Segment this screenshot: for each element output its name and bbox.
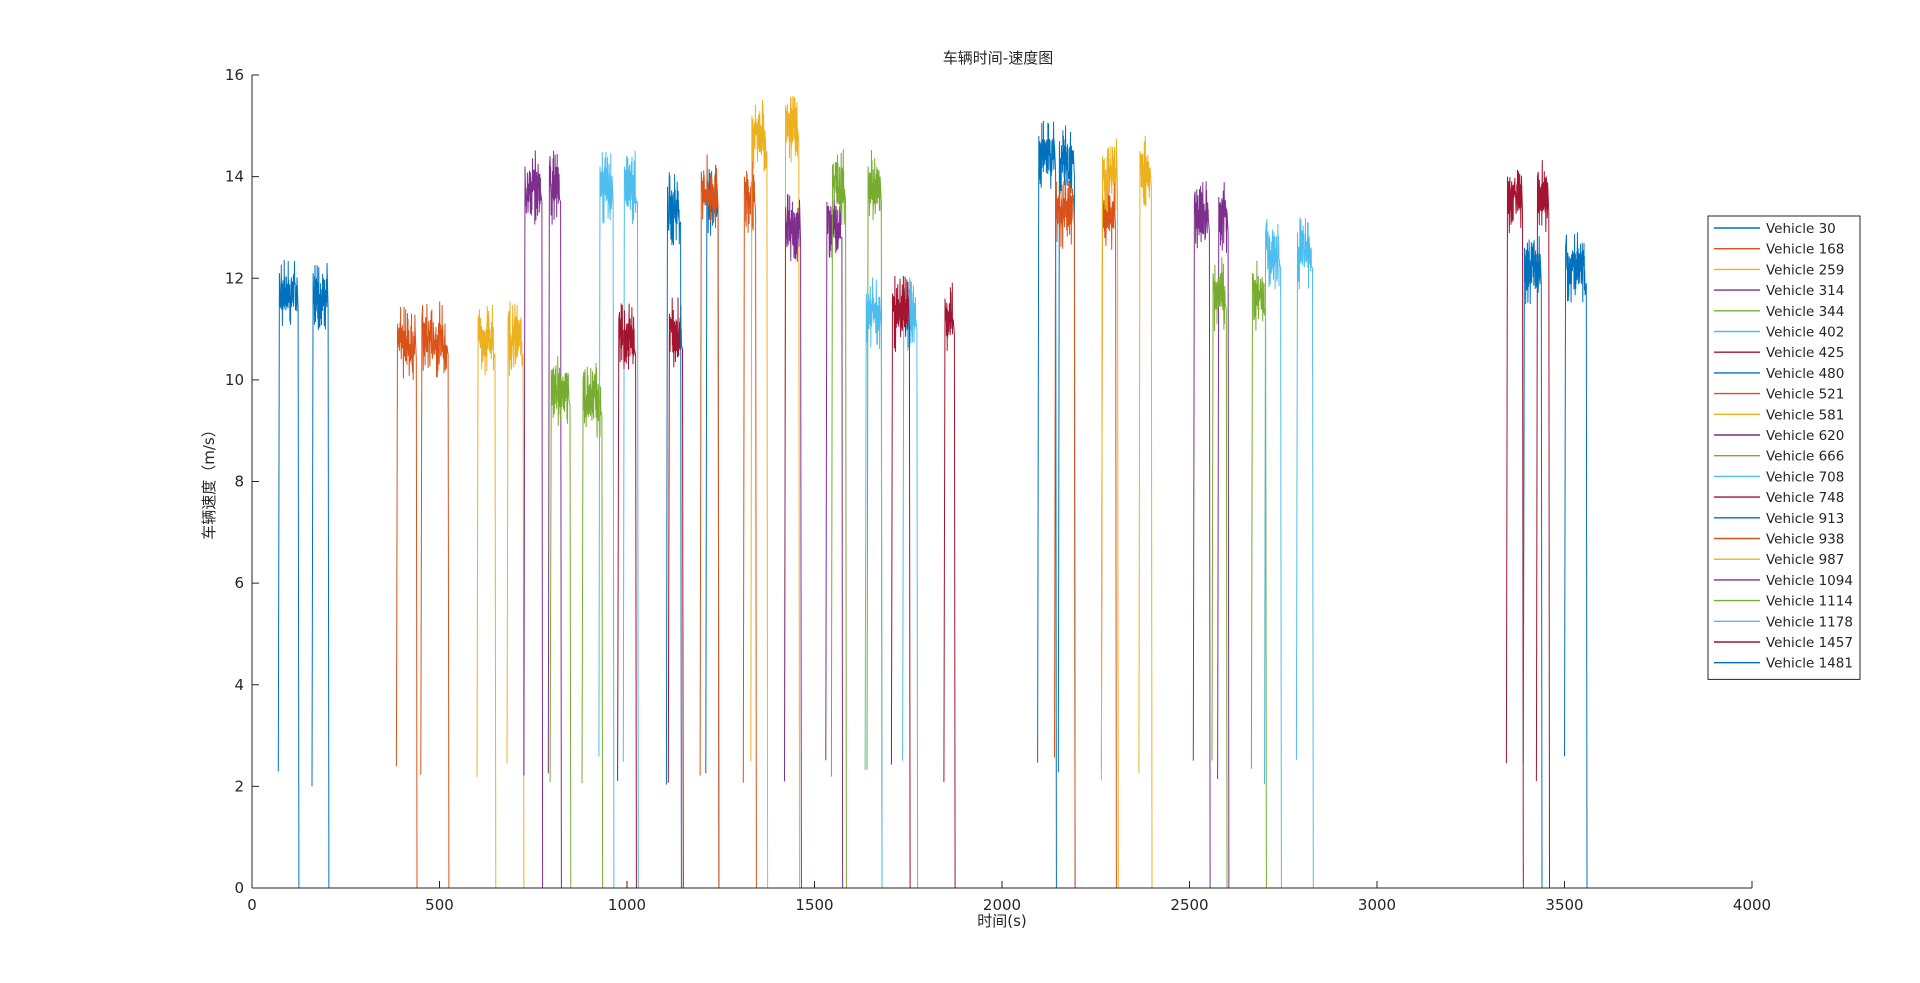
series-segment: [523, 150, 544, 889]
series-segment: [1564, 232, 1588, 889]
series-segment: [1100, 181, 1117, 889]
series-segment: [1211, 257, 1228, 889]
y-tick-label: 2: [234, 777, 244, 795]
series-segment: [506, 301, 525, 889]
legend-label: Vehicle 480: [1766, 366, 1844, 382]
series-segment: [1057, 125, 1076, 889]
legend-label: Vehicle 402: [1766, 325, 1844, 341]
legend-box: [1707, 215, 1861, 680]
legend-label: Vehicle 1481: [1766, 656, 1853, 672]
legend-label: Vehicle 314: [1766, 283, 1844, 299]
chart-title: 车辆时间-速度图: [943, 49, 1053, 67]
y-tick-label: 4: [234, 676, 244, 694]
series-segment: [1138, 135, 1153, 889]
x-tick-label: 1500: [795, 896, 833, 914]
legend-label: Vehicle 938: [1766, 532, 1844, 548]
x-tick-label: 2500: [1170, 896, 1208, 914]
series-segment: [622, 150, 639, 889]
series-segment: [784, 96, 800, 889]
y-tick-label: 14: [225, 168, 244, 186]
series-segment: [665, 172, 682, 889]
legend-label: Vehicle 1094: [1766, 573, 1853, 589]
legend: Vehicle 30 Vehicle 168 Vehicle 259 Vehicle …: [1707, 215, 1861, 680]
y-tick-label: 6: [234, 574, 244, 592]
series-segment: [311, 263, 330, 889]
series-segment: [943, 282, 956, 889]
y-tick-label: 16: [225, 66, 244, 84]
series-segment: [742, 160, 757, 889]
series-segment: [890, 275, 911, 889]
legend-label: Vehicle 1178: [1766, 614, 1853, 630]
y-tick-label: 8: [234, 473, 244, 491]
y-tick-label: 0: [234, 879, 244, 897]
y-tick-label: 10: [225, 371, 244, 389]
legend-label: Vehicle 666: [1766, 449, 1844, 465]
series-segment: [1100, 138, 1119, 889]
y-tick-label: 12: [225, 269, 244, 287]
legend-label: Vehicle 259: [1766, 262, 1844, 278]
legend-label: Vehicle 344: [1766, 304, 1844, 320]
legend-label: Vehicle 425: [1766, 345, 1844, 361]
x-tick-label: 3000: [1358, 896, 1396, 914]
x-tick-label: 2000: [983, 896, 1021, 914]
legend-label: Vehicle 581: [1766, 407, 1844, 423]
series-segment: [866, 149, 883, 889]
series-segment: [1037, 120, 1057, 889]
y-axis-label: 车辆速度（m/s）: [200, 422, 218, 539]
series-segment: [476, 304, 497, 889]
series-layer: [277, 96, 1588, 889]
series-segment: [1192, 181, 1211, 889]
x-tick-label: 4000: [1733, 896, 1771, 914]
series-segment: [1505, 169, 1524, 889]
series-segment: [420, 301, 450, 889]
legend-label: Vehicle 748: [1766, 490, 1844, 506]
series-segment: [395, 306, 418, 889]
series-segment: [784, 194, 802, 889]
legend-label: Vehicle 1114: [1766, 594, 1853, 610]
series-segment: [1250, 260, 1267, 889]
series-segment: [864, 277, 883, 889]
series-segment: [1522, 236, 1543, 889]
series-segment: [1295, 217, 1314, 889]
series-segment: [617, 303, 637, 889]
legend-label: Vehicle 913: [1766, 511, 1844, 527]
series-segment: [277, 259, 300, 889]
ticks: 0 500 1000 1500 2000 2500 3000 3500 4000 0 2 4 6 8 10 1…: [225, 66, 1771, 914]
series-segment: [1535, 160, 1550, 889]
x-tick-label: 500: [425, 896, 454, 914]
series-segment: [549, 356, 572, 889]
x-tick-label: 3500: [1545, 896, 1583, 914]
series-segment: [547, 150, 562, 889]
legend-label: Vehicle 708: [1766, 469, 1844, 485]
series-segment: [598, 151, 615, 889]
series-segment: [705, 164, 720, 889]
legend-label: Vehicle 620: [1766, 428, 1844, 444]
series-segment: [699, 154, 720, 889]
legend-label: Vehicle 168: [1766, 242, 1844, 258]
legend-label: Vehicle 30: [1766, 221, 1836, 237]
series-segment: [667, 297, 684, 889]
series-segment: [750, 99, 769, 889]
legend-label: Vehicle 987: [1766, 552, 1844, 568]
series-segment: [1217, 182, 1230, 889]
series-segment: [830, 149, 847, 889]
x-tick-label: 0: [247, 896, 257, 914]
legend-label: Vehicle 521: [1766, 387, 1844, 403]
series-segment: [581, 362, 604, 889]
x-axis-label: 时间(s): [977, 912, 1027, 930]
series-segment: [1264, 218, 1282, 889]
legend-label: Vehicle 1457: [1766, 635, 1853, 651]
series-segment: [1054, 179, 1076, 889]
x-tick-label: 1000: [608, 896, 646, 914]
